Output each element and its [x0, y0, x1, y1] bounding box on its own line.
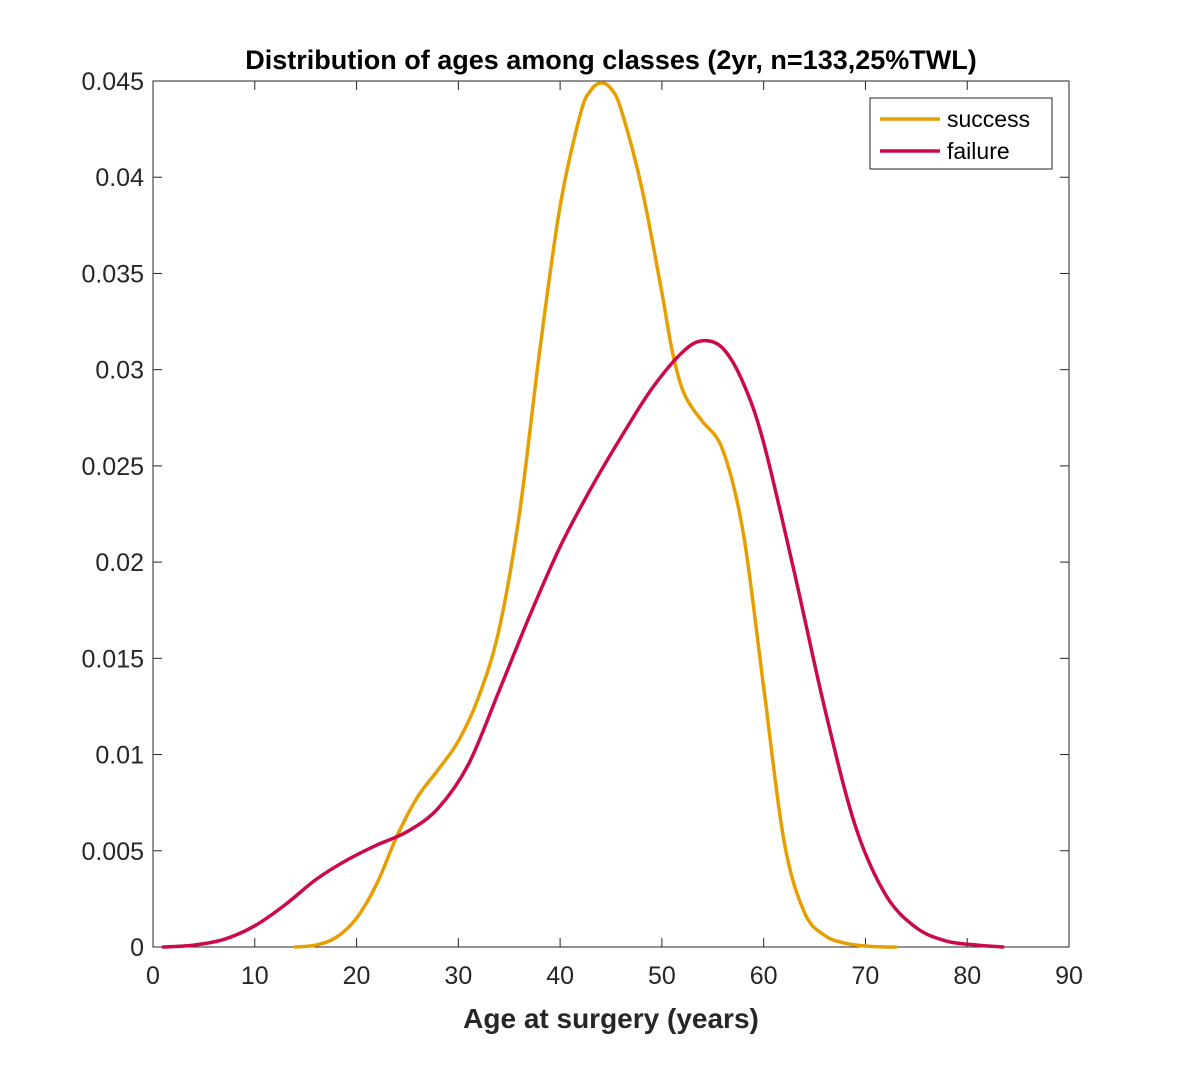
y-tick-label: 0.03 [95, 357, 144, 385]
series-lines [161, 81, 1005, 949]
x-tick-label: 0 [146, 962, 160, 990]
x-tick-label: 30 [444, 962, 472, 990]
legend: success failure [869, 97, 1053, 170]
x-tick-label: 10 [241, 962, 269, 990]
legend-box [869, 97, 1053, 170]
y-tick-label: 0.04 [95, 164, 144, 192]
y-tick-label: 0.045 [81, 68, 144, 96]
axis-ticks [152, 80, 1070, 948]
x-tick-label: 20 [343, 962, 371, 990]
x-tick-label: 60 [750, 962, 778, 990]
y-tick-label: 0.015 [81, 645, 144, 673]
y-tick-label: 0.02 [95, 549, 144, 577]
legend-label-failure: failure [947, 138, 1010, 164]
plot-area [152, 80, 1070, 948]
x-tick-label: 50 [648, 962, 676, 990]
chart-title: Distribution of ages among classes (2yr,… [245, 45, 976, 75]
y-tick-label: 0.025 [81, 453, 144, 481]
series-line-failure [161, 338, 1005, 949]
legend-label-success: success [947, 106, 1030, 132]
axis-tick-labels: 0 10 20 30 40 50 60 70 80 90 0 0.005 0.01 0.015 0.02 0.… [81, 68, 1082, 990]
y-tick-label: 0 [130, 934, 144, 962]
x-tick-label: 80 [953, 962, 981, 990]
series-line-success [293, 81, 898, 949]
x-axis-label: Age at surgery (years) [463, 1003, 759, 1034]
x-tick-label: 90 [1055, 962, 1083, 990]
y-tick-label: 0.01 [95, 742, 144, 770]
x-tick-label: 70 [852, 962, 880, 990]
x-tick-label: 40 [546, 962, 574, 990]
y-tick-label: 0.035 [81, 260, 144, 288]
y-tick-label: 0.005 [81, 838, 144, 866]
